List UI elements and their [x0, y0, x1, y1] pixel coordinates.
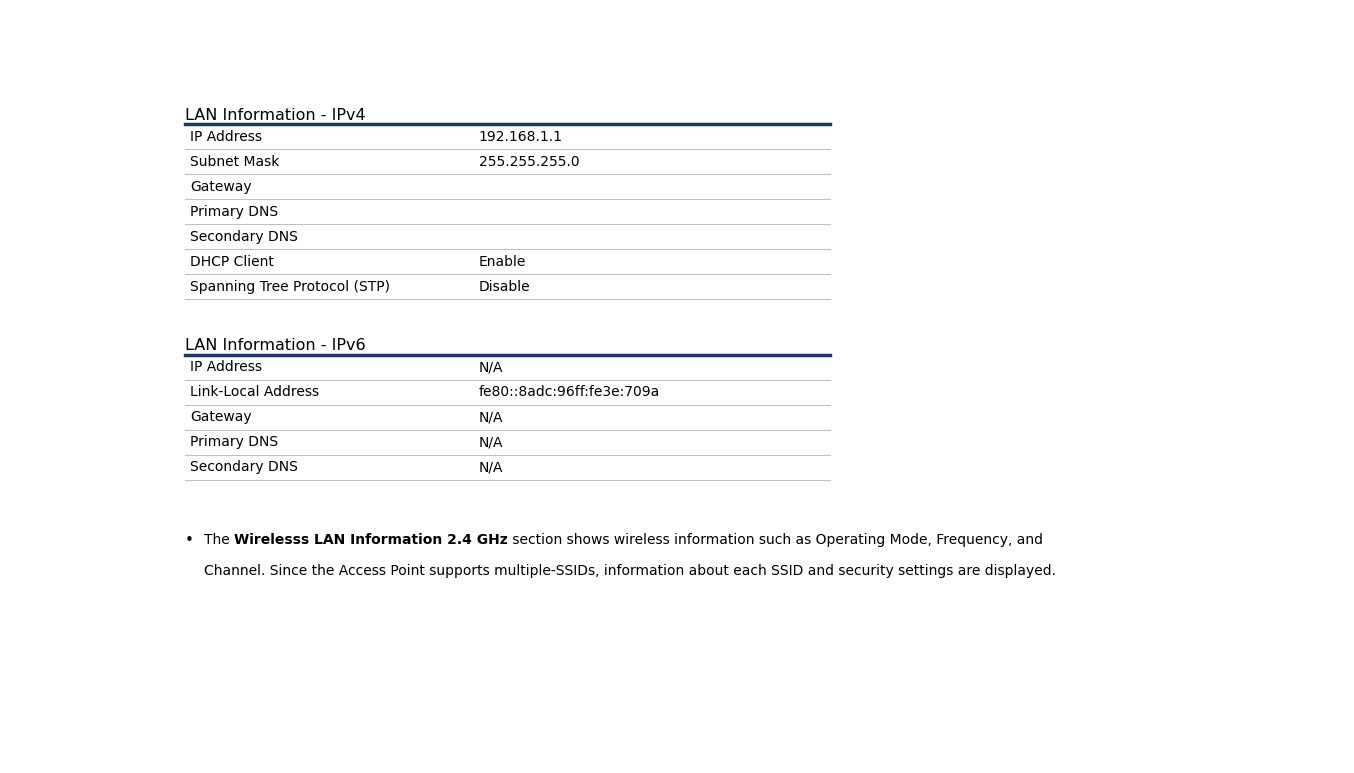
Text: DHCP Client: DHCP Client [190, 255, 274, 269]
Text: Secondary DNS: Secondary DNS [190, 230, 298, 243]
Text: Channel. Since the Access Point supports multiple-SSIDs, information about each : Channel. Since the Access Point supports… [204, 564, 1056, 578]
Text: N/A: N/A [479, 360, 504, 374]
Text: section shows wireless information such as Operating Mode, Frequency, and: section shows wireless information such … [508, 533, 1043, 547]
Text: Wirelesss LAN Information 2.4 GHz: Wirelesss LAN Information 2.4 GHz [234, 533, 508, 547]
Text: N/A: N/A [479, 460, 504, 474]
Text: 192.168.1.1: 192.168.1.1 [479, 130, 563, 144]
Text: Primary DNS: Primary DNS [190, 205, 279, 219]
Text: Primary DNS: Primary DNS [190, 435, 279, 449]
Text: Subnet Mask: Subnet Mask [190, 155, 280, 169]
Text: Link-Local Address: Link-Local Address [190, 385, 320, 399]
Text: fe80::8adc:96ff:fe3e:709a: fe80::8adc:96ff:fe3e:709a [479, 385, 659, 399]
Text: N/A: N/A [479, 435, 504, 449]
Text: IP Address: IP Address [190, 130, 263, 144]
Text: The: The [204, 533, 234, 547]
Text: LAN Information - IPv4: LAN Information - IPv4 [185, 107, 366, 123]
Text: 255.255.255.0: 255.255.255.0 [479, 155, 580, 169]
Text: LAN Information - IPv6: LAN Information - IPv6 [185, 338, 366, 353]
Text: Disable: Disable [479, 280, 531, 294]
Text: IP Address: IP Address [190, 360, 263, 374]
Text: Gateway: Gateway [190, 180, 252, 194]
Text: N/A: N/A [479, 410, 504, 424]
Text: Secondary DNS: Secondary DNS [190, 460, 298, 474]
Text: Gateway: Gateway [190, 410, 252, 424]
Text: Enable: Enable [479, 255, 527, 269]
Text: •: • [185, 533, 194, 548]
Text: Spanning Tree Protocol (STP): Spanning Tree Protocol (STP) [190, 280, 390, 294]
